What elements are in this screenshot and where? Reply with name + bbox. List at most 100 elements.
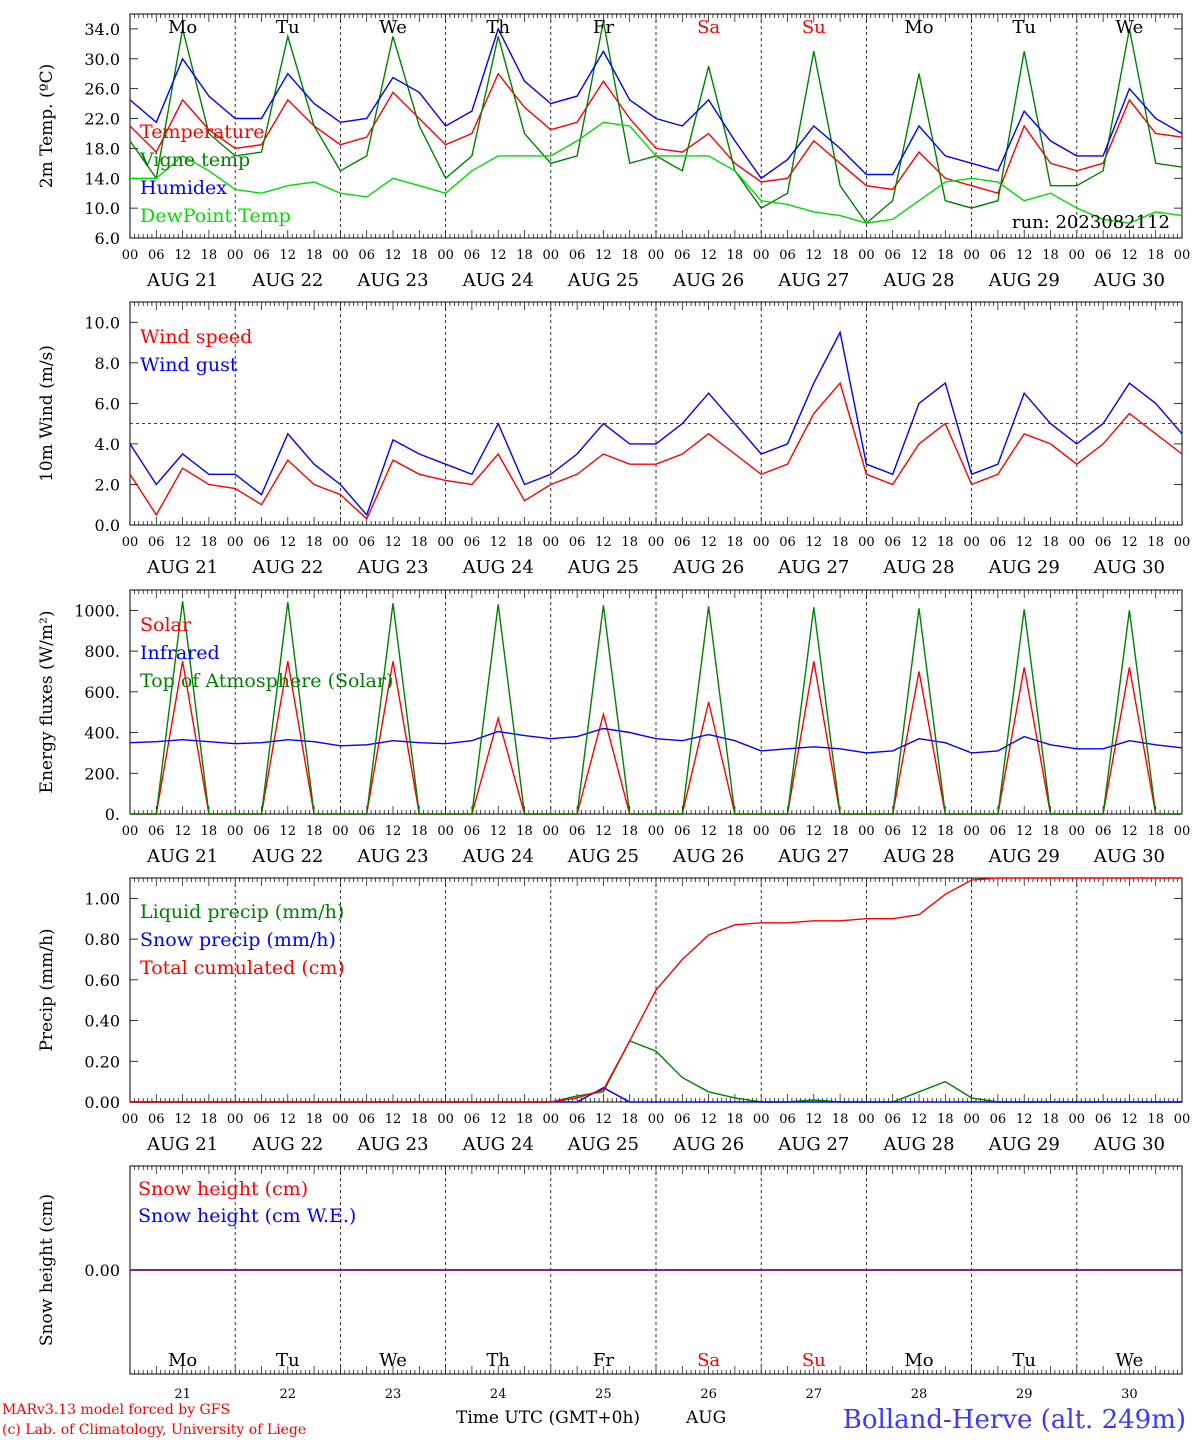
y-tick-label: 18.0 [84,139,120,158]
y-axis-title: 2m Temp. (ºC) [37,64,57,189]
hour-tick-label: 00 [963,824,980,839]
hour-tick-label: 18 [727,248,744,263]
chart-panel-5: 0.00 Snow height (cm) Snow height (cm) Snow… [37,1165,1183,1402]
hour-tick-label: 12 [1121,535,1138,550]
series-line-2 [129,330,1183,517]
hour-tick-label: 12 [174,535,191,550]
legend-entry: Total cumulated (cm) [140,957,345,979]
date-label: AUG 30 [1093,557,1165,578]
weekday-label: Mo [168,17,197,38]
day-number-label: 21 [174,1387,191,1402]
y-tick-label: 600. [84,683,120,702]
date-label: AUG 24 [462,557,534,578]
y-tick-label: 0.20 [84,1052,120,1071]
date-label: AUG 21 [146,1134,218,1155]
hour-tick-label: 00 [753,824,770,839]
hour-tick-label: 18 [832,248,849,263]
hour-tick-label: 00 [1069,535,1086,550]
hour-tick-label: 12 [911,1112,928,1127]
hour-tick-label: 00 [227,824,244,839]
hour-tick-label: 12 [911,824,928,839]
series-line-3 [130,877,1182,1103]
hour-tick-label: 00 [1069,1112,1086,1127]
hour-tick-label: 18 [937,824,954,839]
legend-entry: Vigne temp [139,149,250,171]
plot-frame [129,589,1183,815]
y-tick-label: 0.80 [84,930,120,949]
date-label: AUG 27 [777,846,849,867]
hour-tick-label: 00 [1174,248,1191,263]
hour-tick-label: 00 [963,248,980,263]
hour-tick-label: 18 [727,535,744,550]
date-label: AUG 26 [672,270,744,291]
hour-tick-label: 12 [490,824,507,839]
hour-tick-label: 12 [280,1112,297,1127]
hour-tick-label: 12 [595,1112,612,1127]
hour-tick-label: 06 [464,248,481,263]
hour-tick-label: 06 [779,824,796,839]
legend-entry: Wind gust [140,354,238,376]
hour-tick-label: 12 [174,824,191,839]
hour-tick-label: 00 [1069,248,1086,263]
hour-tick-label: 06 [569,535,586,550]
hour-tick-label: 12 [700,1112,717,1127]
hour-tick-label: 12 [385,1112,402,1127]
hour-tick-label: 12 [1121,824,1138,839]
hour-tick-label: 06 [148,535,165,550]
series-line-1 [129,72,1183,195]
date-label: AUG 30 [1093,1134,1165,1155]
hour-tick-label: 18 [937,535,954,550]
hour-tick-label: 00 [753,535,770,550]
hour-tick-label: 18 [621,535,638,550]
hour-tick-label: 12 [1121,1112,1138,1127]
hour-tick-label: 12 [806,824,823,839]
hour-tick-label: 06 [990,248,1007,263]
legend-entry: Snow height (cm W.E.) [138,1205,356,1227]
hour-tick-label: 12 [595,248,612,263]
hour-tick-label: 06 [674,248,691,263]
legend-entry: Snow height (cm) [138,1178,308,1200]
date-label: AUG 29 [988,557,1060,578]
hour-tick-label: 12 [806,535,823,550]
y-tick-label: 34.0 [84,20,120,39]
hour-tick-label: 18 [1147,535,1164,550]
hour-tick-label: 06 [779,1112,796,1127]
hour-tick-label: 00 [858,535,875,550]
hour-tick-label: 18 [1147,248,1164,263]
plot-frame [129,301,1183,526]
date-label: AUG 23 [356,557,428,578]
hour-tick-label: 06 [358,1112,375,1127]
y-tick-label: 400. [84,724,120,743]
y-tick-label: 30.0 [84,50,120,69]
day-number-label: 24 [490,1387,507,1402]
date-label: AUG 26 [672,1134,744,1155]
date-label: AUG 21 [146,846,218,867]
hour-tick-label: 00 [1174,824,1191,839]
hour-tick-label: 00 [753,1112,770,1127]
weekday-label: Tu [1012,17,1036,38]
hour-tick-label: 06 [674,535,691,550]
hour-tick-label: 06 [990,535,1007,550]
hour-tick-label: 18 [621,1112,638,1127]
hour-tick-label: 12 [385,824,402,839]
hour-tick-label: 12 [174,248,191,263]
hour-tick-label: 18 [411,824,428,839]
date-label: AUG 22 [251,846,323,867]
hour-tick-label: 06 [990,1112,1007,1127]
hour-tick-label: 18 [306,248,323,263]
hour-tick-label: 00 [122,824,139,839]
y-tick-label: 0.0 [95,516,120,535]
hour-tick-label: 12 [1016,248,1033,263]
hour-tick-label: 18 [411,1112,428,1127]
date-label: AUG 27 [777,270,849,291]
hour-tick-label: 06 [253,248,270,263]
hour-tick-label: 12 [1016,824,1033,839]
hour-tick-label: 12 [911,535,928,550]
date-label: AUG 25 [567,557,639,578]
weekday-label: We [379,17,407,38]
weekday-label: Fr [593,1350,614,1371]
hour-tick-label: 00 [122,248,139,263]
hour-tick-label: 06 [253,535,270,550]
y-tick-label: 6.0 [95,229,120,248]
